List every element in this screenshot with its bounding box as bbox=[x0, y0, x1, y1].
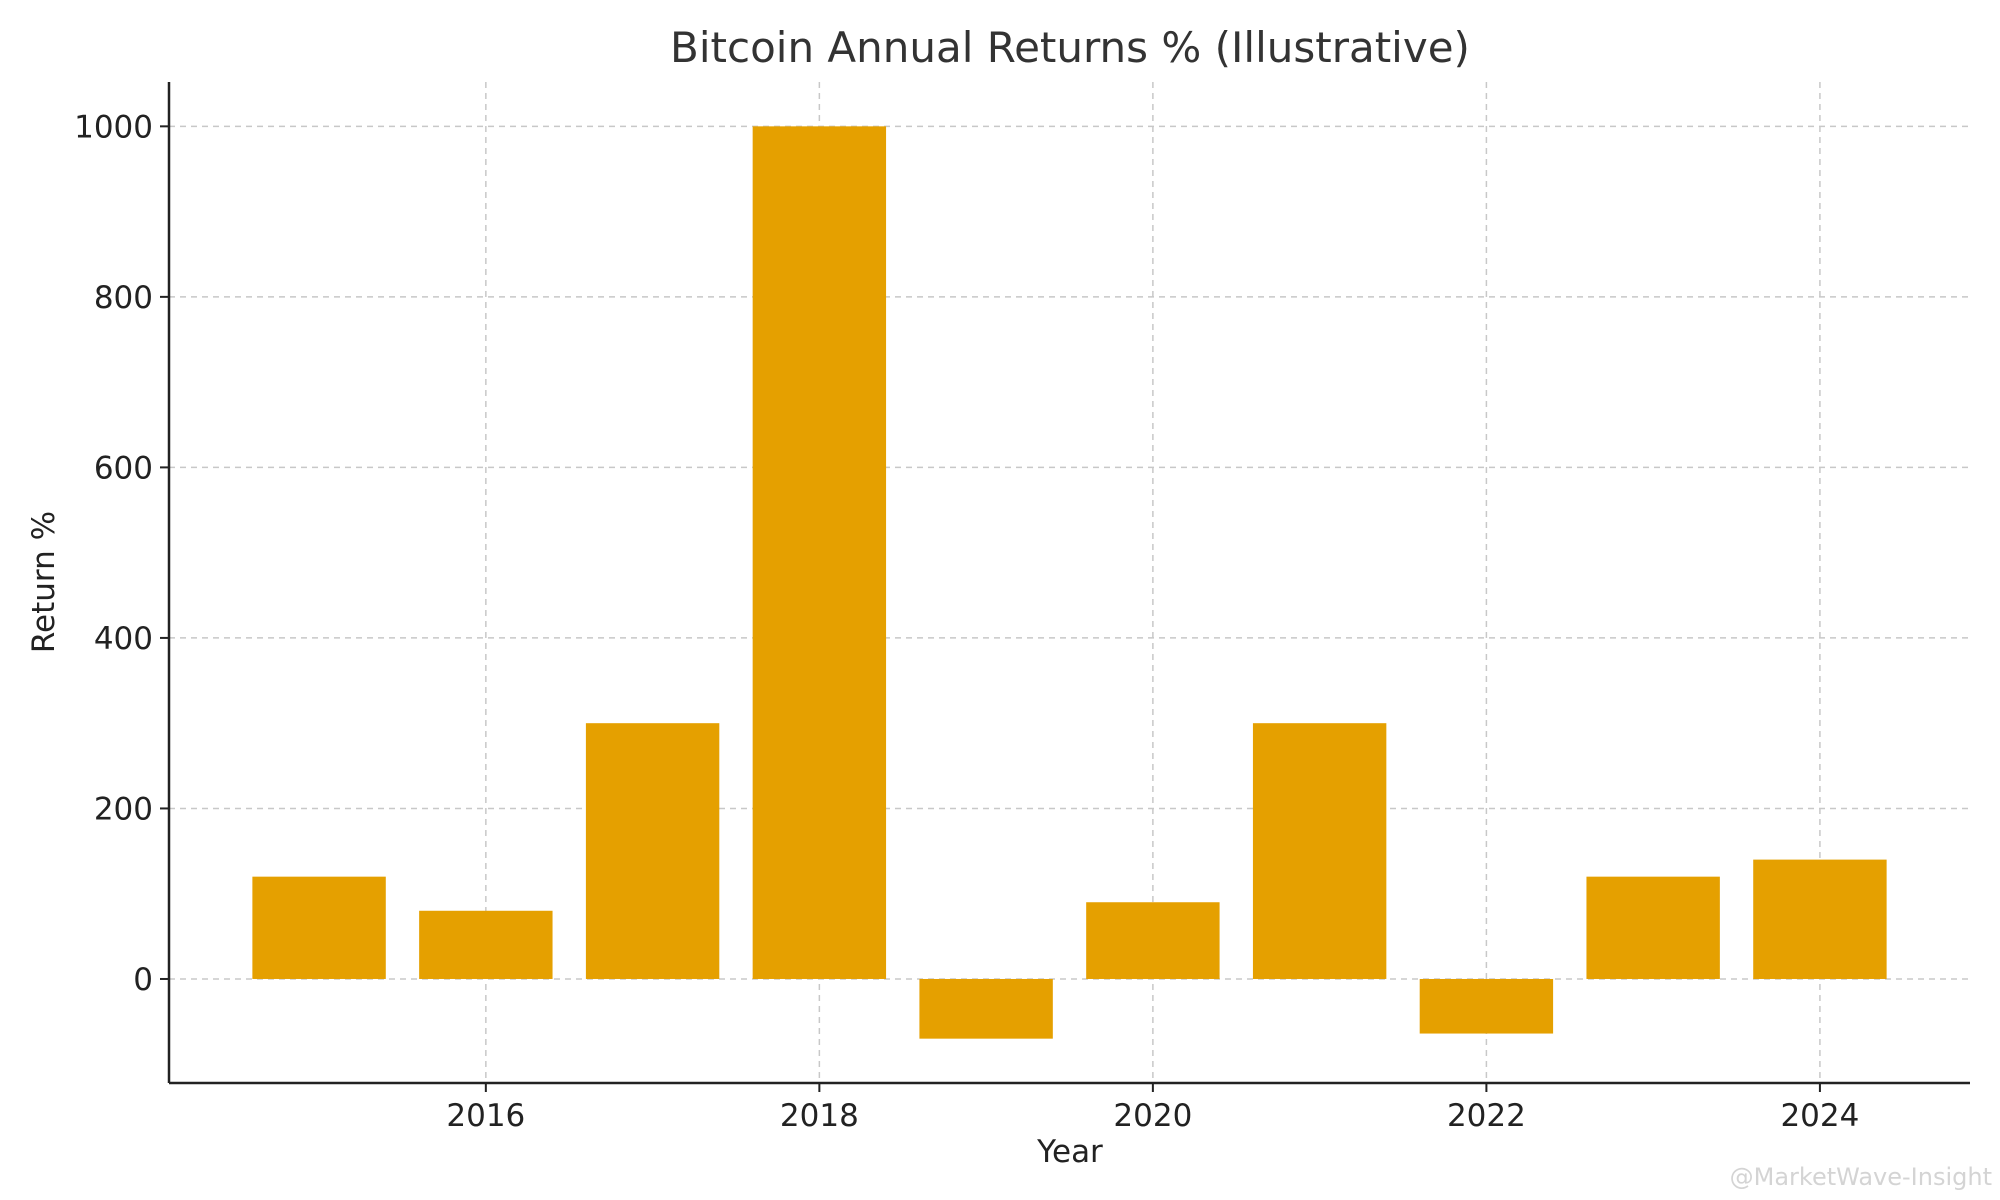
chart-title: Bitcoin Annual Returns % (Illustrative) bbox=[670, 23, 1470, 72]
bar-2020 bbox=[1086, 902, 1220, 979]
y-tick-label: 0 bbox=[133, 962, 153, 998]
bar-2024 bbox=[1753, 859, 1887, 979]
x-tick-label: 2024 bbox=[1780, 1098, 1859, 1134]
bar-2016 bbox=[419, 910, 553, 979]
x-axis-label: Year bbox=[1036, 1134, 1103, 1170]
bar-2017 bbox=[585, 723, 720, 979]
y-tick-label: 200 bbox=[94, 791, 153, 827]
x-tick-label: 2022 bbox=[1447, 1098, 1526, 1134]
axes bbox=[167, 82, 1970, 1085]
y-tick-label: 400 bbox=[94, 621, 153, 657]
x-tick-label: 2016 bbox=[446, 1098, 525, 1134]
bars bbox=[252, 126, 1887, 1039]
ticks: 0 200 400 600 800 1000 2016 2018 2020 2022 2024 bbox=[74, 109, 1859, 1134]
bar-2019 bbox=[919, 978, 1053, 1039]
bar-2015 bbox=[252, 876, 386, 979]
bar-2018 bbox=[752, 126, 887, 979]
y-axis-label: Return % bbox=[26, 511, 62, 653]
x-tick-label: 2018 bbox=[780, 1098, 859, 1134]
bar-2023 bbox=[1586, 876, 1720, 979]
y-tick-label: 1000 bbox=[74, 109, 153, 145]
x-tick-label: 2020 bbox=[1113, 1098, 1192, 1134]
bar-2021 bbox=[1252, 723, 1387, 979]
y-tick-label: 600 bbox=[94, 450, 153, 486]
bar-2022 bbox=[1419, 978, 1554, 1034]
y-tick-label: 800 bbox=[94, 280, 153, 316]
watermark: @MarketWave-Insight bbox=[1730, 1163, 1992, 1191]
